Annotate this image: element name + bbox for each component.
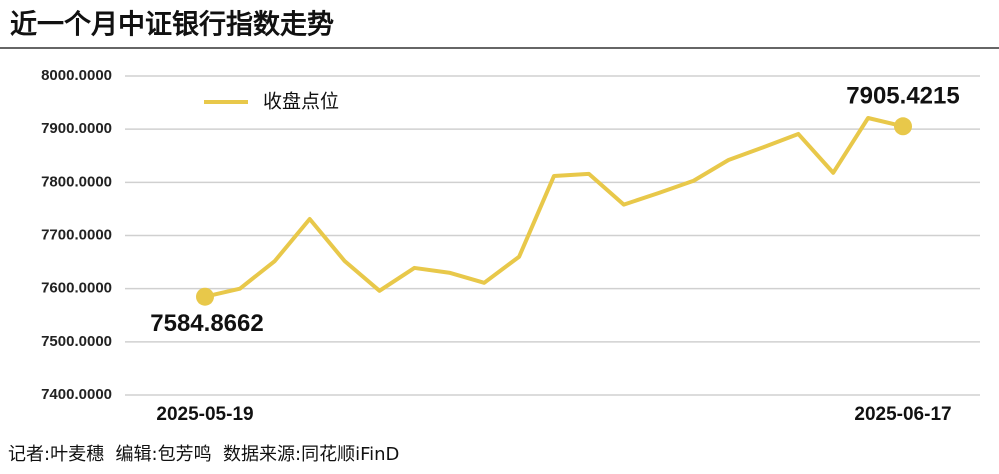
x-tick-label: 2025-05-19	[156, 404, 253, 425]
point	[894, 117, 912, 136]
x-tick-label: 2025-06-17	[854, 404, 951, 425]
y-tick-label: 7600.0000	[41, 280, 112, 297]
y-tick-label: 7700.0000	[41, 226, 112, 243]
chart-title: 近一个月中证银行指数走势	[10, 9, 334, 41]
y-tick-label: 7400.0000	[41, 386, 112, 403]
y-tick-label: 7900.0000	[41, 120, 112, 137]
y-tick-label: 7500.0000	[41, 333, 112, 350]
line	[204, 116, 904, 299]
point	[196, 287, 214, 306]
y-tick-label: 8000.0000	[41, 67, 112, 84]
legend-label: 收盘点位	[263, 91, 339, 113]
y-tick-label: 7800.0000	[41, 173, 112, 190]
value-label: 7584.8662	[150, 310, 263, 337]
footer: 记者:叶麦穗 编辑:包芳鸣 数据来源:同花顺iFinD	[8, 444, 399, 465]
value-label: 7905.4215	[846, 83, 959, 110]
